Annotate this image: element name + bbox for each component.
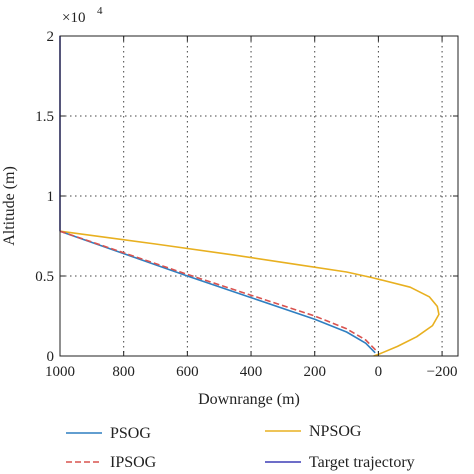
series-line-npsog bbox=[59, 230, 440, 357]
y-tick-label: 0.5 bbox=[35, 269, 54, 285]
x-tick-label: 200 bbox=[303, 364, 326, 380]
y-tick-label: 1.5 bbox=[35, 109, 54, 125]
y-tick-label: 1 bbox=[47, 189, 55, 205]
legend-label: IPSOG bbox=[110, 454, 157, 471]
legend-label: PSOG bbox=[110, 425, 151, 442]
x-tick-label: 400 bbox=[240, 364, 263, 380]
x-tick-label: 800 bbox=[112, 364, 135, 380]
y-multiplier-base: ×10 bbox=[62, 10, 85, 26]
y-tick-label: 2 bbox=[47, 29, 55, 45]
y-axis-label: Altitude (m) bbox=[1, 166, 18, 246]
x-tick-label: 600 bbox=[176, 364, 199, 380]
y-multiplier: ×10 4 bbox=[62, 5, 103, 26]
y-multiplier-exponent: 4 bbox=[97, 5, 103, 17]
x-axis-label: Downrange (m) bbox=[198, 391, 300, 408]
y-tick-label: 0 bbox=[47, 349, 55, 365]
ticks: 1000 800 600 400 200 0 −200 0 0.5 1 1.5 2 bbox=[35, 29, 458, 380]
x-tick-label: 0 bbox=[375, 364, 383, 380]
x-tick-label: −200 bbox=[427, 364, 458, 380]
x-tick-label: 1000 bbox=[45, 364, 75, 380]
legend-label: NPSOG bbox=[309, 423, 362, 440]
legend: PSOG NPSOG IPSOG Target trajectory bbox=[66, 423, 415, 471]
series-line-ipsog bbox=[59, 230, 378, 352]
series-line-psog bbox=[59, 230, 376, 354]
legend-label: Target trajectory bbox=[309, 454, 415, 471]
grid bbox=[60, 36, 458, 356]
